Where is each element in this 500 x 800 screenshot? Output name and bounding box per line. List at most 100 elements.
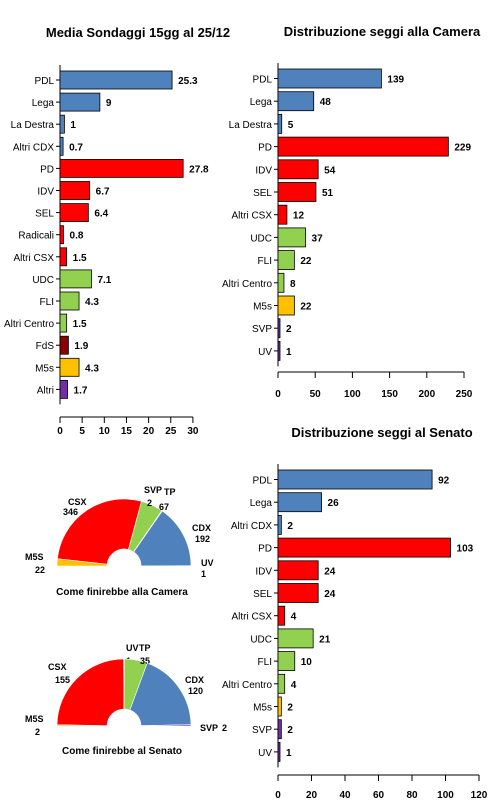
senato-x-tick-label-0: 0 bbox=[275, 790, 281, 800]
camera-category-label-7: UDC bbox=[250, 233, 272, 244]
senato-arc-slice-value-0: 2 bbox=[35, 727, 40, 737]
camera-x-tick-label-2: 100 bbox=[344, 389, 361, 400]
camera-value-label-3: 229 bbox=[454, 143, 471, 154]
camera-bar-2 bbox=[277, 114, 283, 134]
senato-category-label-10: M5s bbox=[253, 703, 272, 714]
sondaggi-bar-1 bbox=[59, 92, 101, 112]
camera-value-label-8: 22 bbox=[300, 256, 312, 267]
camera-arc-slice-name-0: M5S bbox=[25, 552, 44, 562]
senato-bar-0 bbox=[277, 469, 433, 490]
camera-value-label-9: 8 bbox=[290, 279, 296, 290]
sondaggi-category-label-2: La Destra bbox=[11, 120, 55, 131]
camera-x-tick-label-1: 50 bbox=[310, 389, 322, 400]
camera-x-tick-label-0: 0 bbox=[275, 389, 281, 400]
senato-x-tick-label-2: 40 bbox=[339, 790, 351, 800]
senato-arc-slice-name-5: SVP bbox=[200, 723, 218, 733]
camera-bar-11 bbox=[277, 318, 281, 339]
sondaggi-value-label-8: 1.5 bbox=[73, 253, 87, 264]
camera-value-label-10: 22 bbox=[300, 302, 312, 313]
camera-arc-slice-1 bbox=[57, 498, 142, 565]
camera-arc-slice-name-5: UV bbox=[201, 558, 214, 568]
senato-category-label-7: UDC bbox=[250, 634, 272, 645]
sondaggi-category-label-3: Altri CDX bbox=[13, 142, 54, 153]
sondaggi-title: Media Sondaggi 15gg al 25/12 bbox=[46, 25, 230, 40]
senato-arc-slice-name-4: CDX bbox=[185, 675, 204, 685]
sondaggi-value-label-3: 0.7 bbox=[69, 142, 83, 153]
sondaggi-category-label-4: PD bbox=[40, 164, 54, 175]
camera-value-label-12: 1 bbox=[286, 347, 292, 358]
sondaggi-category-label-7: Radicali bbox=[18, 231, 54, 242]
senato-category-label-5: SEL bbox=[253, 589, 272, 600]
sondaggi-bar-5 bbox=[59, 181, 91, 200]
senato-value-label-2: 2 bbox=[287, 521, 293, 532]
sondaggi-bar-13 bbox=[59, 357, 80, 377]
camera-value-label-5: 51 bbox=[322, 188, 334, 199]
sondaggi-value-label-9: 7.1 bbox=[97, 275, 111, 286]
camera-category-label-3: PD bbox=[258, 143, 272, 154]
sondaggi-bar-11 bbox=[59, 313, 68, 333]
sondaggi-bar-12 bbox=[59, 335, 69, 355]
sondaggi-category-label-1: Lega bbox=[32, 98, 55, 109]
sondaggi-category-label-11: Altri Centro bbox=[4, 319, 54, 330]
senato-bar-2 bbox=[277, 515, 282, 535]
senato-x-tick-label-3: 60 bbox=[373, 790, 385, 800]
senato-category-label-0: PDL bbox=[253, 476, 273, 487]
sondaggi-value-label-7: 0.8 bbox=[70, 231, 84, 242]
senato-bar-11 bbox=[277, 719, 282, 740]
senato-arc-slice-value-3: 35 bbox=[140, 656, 150, 666]
sondaggi-bar-9 bbox=[59, 269, 92, 289]
sondaggi-category-label-9: UDC bbox=[32, 275, 54, 286]
camera-arc-slice-name-1: CSX bbox=[68, 497, 87, 507]
sondaggi-value-label-2: 1 bbox=[70, 120, 76, 131]
camera-arc-slice-value-3: 2 bbox=[147, 498, 152, 508]
sondaggi-bar-14 bbox=[59, 379, 68, 399]
sondaggi-value-label-10: 4.3 bbox=[85, 297, 99, 308]
senato-category-label-4: IDV bbox=[255, 566, 272, 577]
camera-category-label-10: M5s bbox=[253, 302, 272, 313]
sondaggi-bar-0 bbox=[59, 70, 173, 90]
senato-value-label-1: 26 bbox=[328, 498, 340, 509]
sondaggi-value-label-0: 25.3 bbox=[178, 76, 198, 87]
sondaggi-value-label-6: 6.4 bbox=[94, 209, 108, 220]
sondaggi-bar-3 bbox=[59, 136, 64, 156]
senato-bar-7 bbox=[277, 628, 314, 649]
camera-category-label-12: UV bbox=[258, 347, 272, 358]
senato-value-label-10: 2 bbox=[287, 703, 293, 714]
camera-bar-5 bbox=[277, 182, 317, 202]
senato-arc-slice-value-5: 2 bbox=[222, 723, 227, 733]
camera-arc-slice-4 bbox=[133, 510, 192, 567]
camera-bar-9 bbox=[277, 272, 285, 293]
senato-value-label-12: 1 bbox=[286, 748, 292, 759]
senato-value-label-4: 24 bbox=[324, 566, 336, 577]
camera-category-label-0: PDL bbox=[253, 75, 273, 86]
sondaggi-x-tick-label-2: 10 bbox=[99, 426, 111, 437]
senato-x-tick-label-6: 120 bbox=[471, 790, 488, 800]
sondaggi-x-tick-label-0: 0 bbox=[57, 426, 63, 437]
camera-value-label-4: 54 bbox=[324, 165, 336, 176]
sondaggi-bar-8 bbox=[59, 247, 68, 267]
camera-arc-slice-value-5: 1 bbox=[201, 569, 206, 579]
sondaggi-category-label-6: SEL bbox=[35, 209, 54, 220]
senato-value-label-0: 92 bbox=[438, 476, 450, 487]
camera-bar-12 bbox=[277, 340, 281, 361]
camera-title: Distribuzione seggi alla Camera bbox=[284, 24, 481, 39]
senato-bar-8 bbox=[277, 651, 296, 671]
camera-bar-0 bbox=[277, 68, 382, 89]
senato-bar-6 bbox=[277, 605, 286, 626]
senato-value-label-11: 2 bbox=[287, 725, 293, 736]
sondaggi-value-label-12: 1.9 bbox=[74, 341, 88, 352]
camera-value-label-1: 48 bbox=[320, 97, 332, 108]
sondaggi-value-label-14: 1.7 bbox=[74, 385, 88, 396]
sondaggi-bar-6 bbox=[59, 203, 89, 223]
senato-category-label-11: SVP bbox=[252, 725, 272, 736]
sondaggi-x-tick-label-6: 30 bbox=[187, 426, 199, 437]
camera-arc-slice-name-3: SVP bbox=[144, 485, 162, 495]
camera-arc-slice-value-4: 192 bbox=[195, 534, 210, 544]
sondaggi-x-tick-label-1: 5 bbox=[79, 426, 85, 437]
camera-bar-6 bbox=[277, 204, 288, 225]
camera-x-tick-label-4: 200 bbox=[418, 389, 435, 400]
senato-x-tick-label-1: 20 bbox=[306, 790, 318, 800]
senato-arc-slice-value-4: 120 bbox=[188, 686, 203, 696]
senato-title: Distribuzione seggi al Senato bbox=[291, 425, 472, 440]
